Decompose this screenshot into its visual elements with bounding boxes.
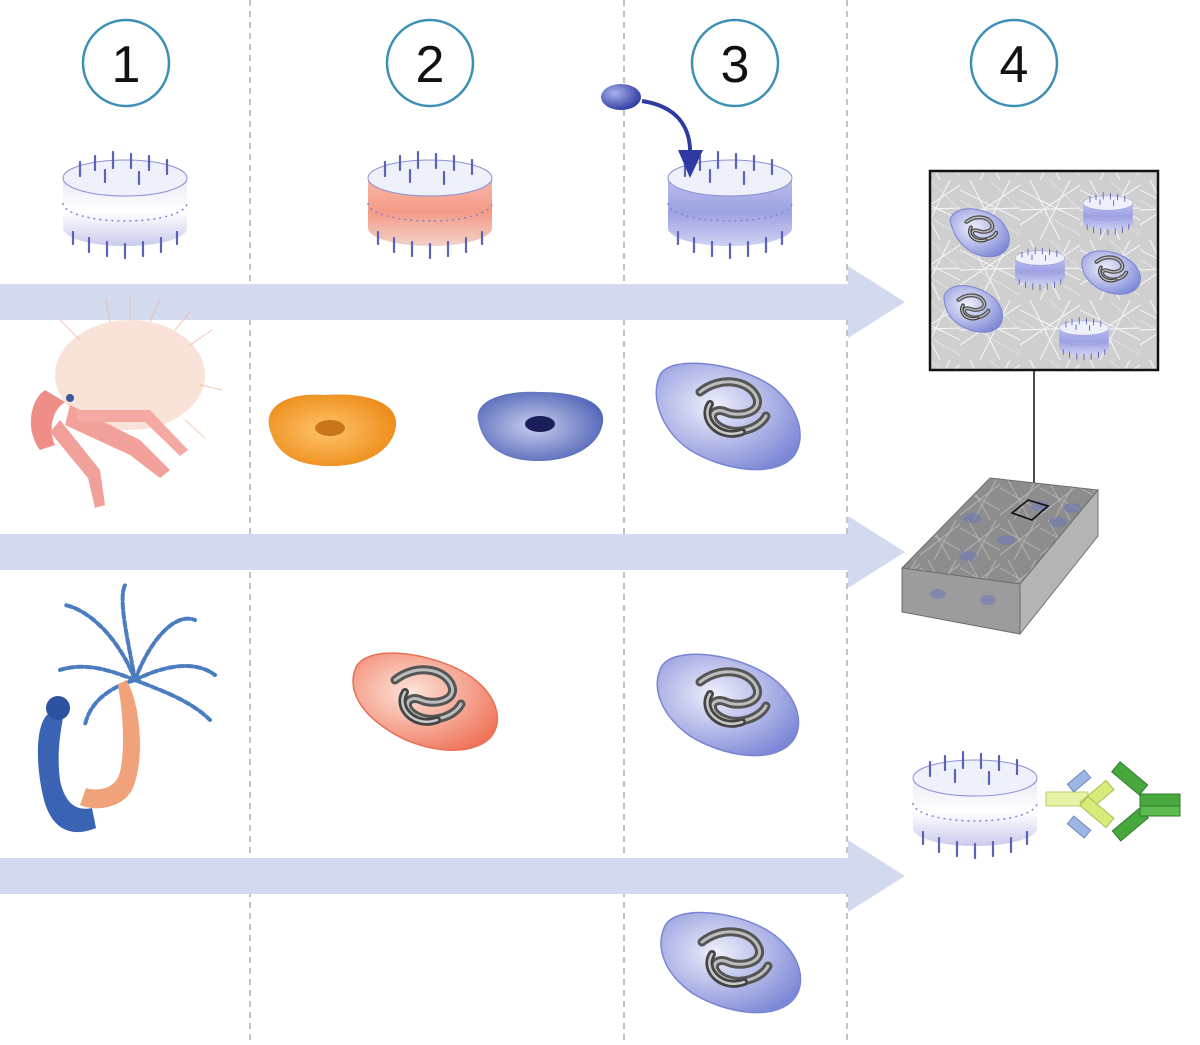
- folded-protein-icon: [352, 652, 499, 751]
- arrow-down-icon: [678, 150, 703, 178]
- embedded-protein: [943, 285, 1003, 333]
- antibody-icon: [1045, 761, 1181, 842]
- step-number-2: 2: [416, 36, 445, 94]
- hermit-crab-icon: [30, 298, 223, 508]
- step-circle-3: 3: [690, 18, 780, 108]
- band-arrows: [0, 266, 905, 912]
- step-circle-2: 2: [385, 18, 475, 108]
- hydrogel-matrix-icon: [928, 169, 1160, 372]
- band-arrow-3: [0, 840, 905, 912]
- selection-square: [1010, 499, 1050, 521]
- nanodisc-protein-icon: [911, 750, 1039, 860]
- step-number-4: 4: [1000, 36, 1029, 94]
- embedded-protein: [1081, 250, 1141, 295]
- sea-anemone-icon: [37, 583, 217, 833]
- step-circle-1: 1: [81, 18, 171, 108]
- folded-protein-icon: [655, 362, 801, 471]
- blue-cell-icon: [477, 391, 604, 462]
- nanodisc-protein-icon: [61, 150, 189, 260]
- ligand-icon: [601, 84, 703, 178]
- nanodisc-protein-icon: [366, 150, 494, 260]
- band-arrow-2: [0, 516, 905, 588]
- folded-protein-icon: [660, 911, 802, 1014]
- embedded-protein: [949, 208, 1010, 258]
- band-arrow-1: [0, 266, 905, 338]
- step-circle-4: 4: [969, 18, 1059, 108]
- folded-protein-icon: [656, 653, 800, 757]
- step-number-3: 3: [721, 36, 750, 94]
- step-number-1: 1: [112, 36, 141, 94]
- orange-cell-icon: [268, 394, 397, 467]
- hydrogel-block-icon: [900, 477, 1099, 636]
